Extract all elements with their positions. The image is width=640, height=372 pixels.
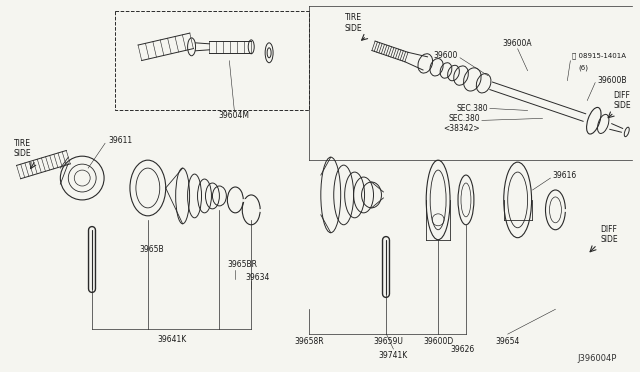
Text: 39600: 39600 xyxy=(434,51,458,60)
Text: 3965BR: 3965BR xyxy=(227,260,257,269)
Text: SEC.380: SEC.380 xyxy=(448,114,480,123)
Text: 39600B: 39600B xyxy=(597,76,627,85)
Text: 3965B: 3965B xyxy=(140,245,164,254)
Text: 39654: 39654 xyxy=(495,337,520,346)
Text: (6): (6) xyxy=(579,64,588,71)
Text: 39741K: 39741K xyxy=(379,350,408,359)
Text: 39658R: 39658R xyxy=(294,337,324,346)
Text: 39659U: 39659U xyxy=(374,337,403,346)
Text: 39604M: 39604M xyxy=(219,111,250,120)
Text: 39611: 39611 xyxy=(108,136,132,145)
Text: 39634: 39634 xyxy=(245,273,269,282)
Text: 39600D: 39600D xyxy=(423,337,453,346)
Text: SEC.380: SEC.380 xyxy=(456,104,488,113)
Text: J396004P: J396004P xyxy=(578,355,617,363)
Text: 39600A: 39600A xyxy=(503,39,532,48)
Text: DIFF
SIDE: DIFF SIDE xyxy=(613,91,631,110)
Text: <38342>: <38342> xyxy=(444,124,480,133)
Text: TIRE
SIDE: TIRE SIDE xyxy=(13,138,31,158)
Text: TIRE
SIDE: TIRE SIDE xyxy=(345,13,362,33)
Text: Ⓟ 08915-1401A: Ⓟ 08915-1401A xyxy=(572,52,627,59)
Text: DIFF
SIDE: DIFF SIDE xyxy=(600,225,618,244)
Text: 39626: 39626 xyxy=(451,344,475,353)
Text: 39616: 39616 xyxy=(552,171,577,180)
Text: 39641K: 39641K xyxy=(157,334,186,344)
